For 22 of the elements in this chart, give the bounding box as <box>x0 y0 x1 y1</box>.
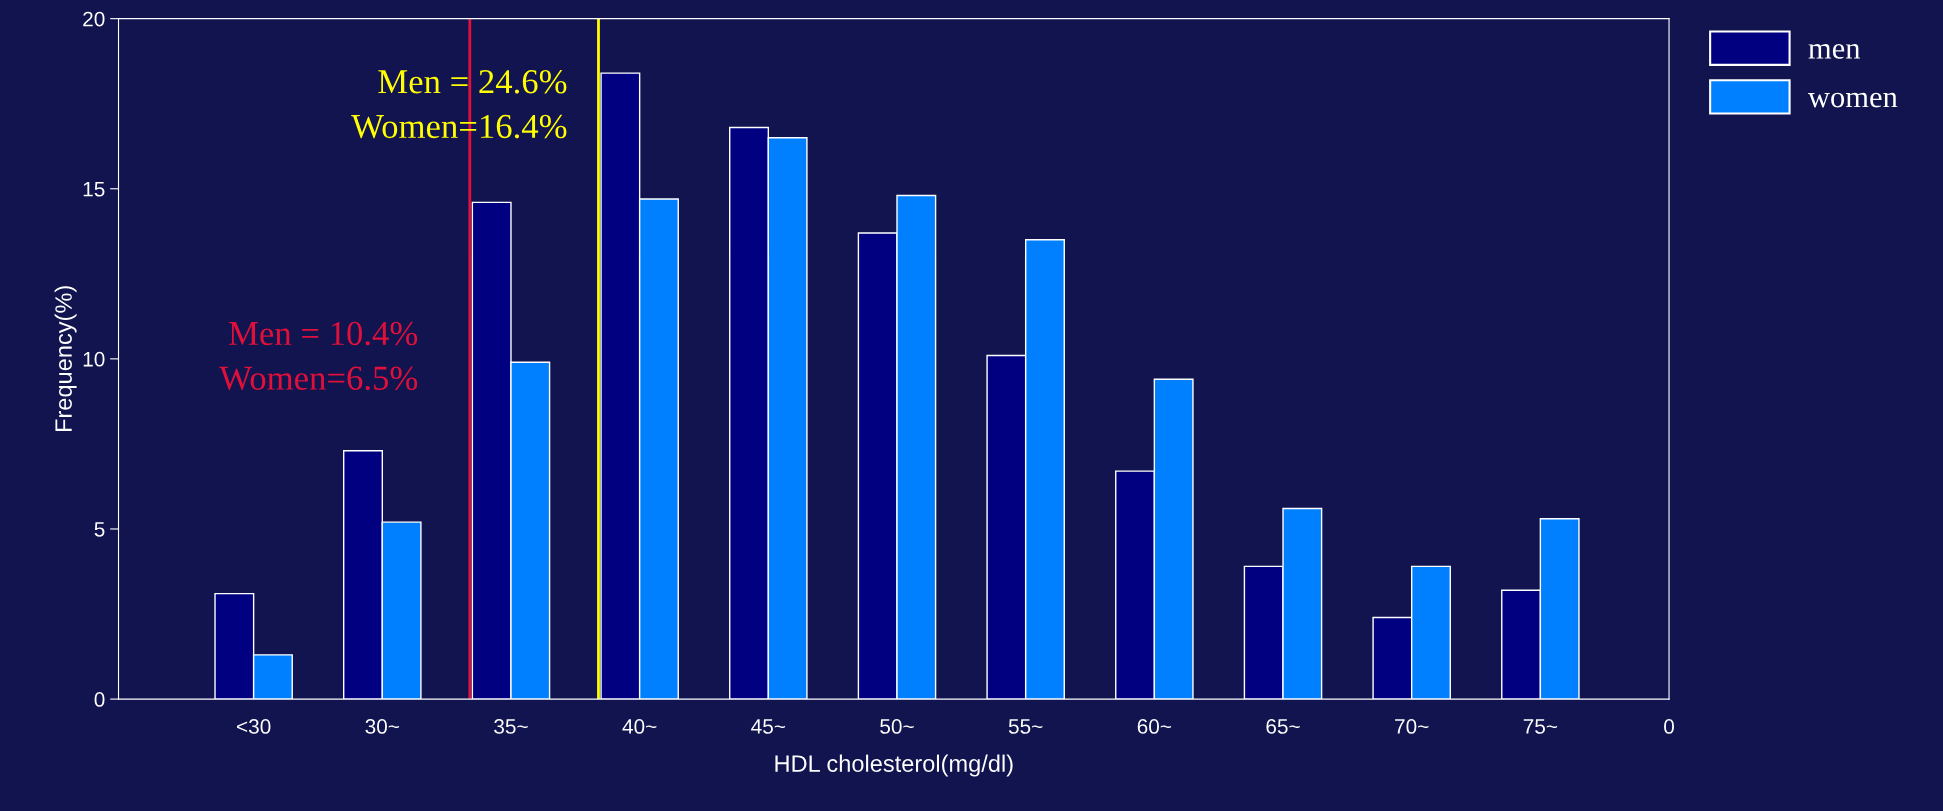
x-tick-label: 50~ <box>880 719 914 734</box>
x-tick-label: 75~ <box>1523 719 1558 734</box>
y-axis-title: Frequency(%) <box>54 286 77 432</box>
x-tick-label: 65~ <box>1266 719 1300 734</box>
x-tick-label: 40~ <box>622 719 657 734</box>
x-tick-label: 60~ <box>1137 719 1172 734</box>
x-tick-label: 45~ <box>751 719 786 734</box>
x-tick-label: 0 <box>1664 719 1675 734</box>
x-tick-label: 35~ <box>494 719 528 734</box>
x-tick-label: 30~ <box>365 719 400 734</box>
y-tick-label: 5 <box>94 522 105 537</box>
ref-line-label: Men = 10.4% Women=6.5% <box>219 321 418 391</box>
x-axis-title: HDL cholesterol(mg/dl) <box>775 754 1013 777</box>
x-tick-label: 70~ <box>1395 719 1429 734</box>
y-tick-label: 10 <box>83 351 105 367</box>
x-tick-label: <30 <box>236 719 271 734</box>
y-tick-label: 20 <box>83 11 105 27</box>
y-tick-label: 0 <box>94 692 105 707</box>
x-tick-label: 55~ <box>1008 719 1043 734</box>
legend-label: men <box>1808 44 1861 59</box>
legend-label: women <box>1807 92 1898 108</box>
y-tick-label: 15 <box>83 181 105 197</box>
